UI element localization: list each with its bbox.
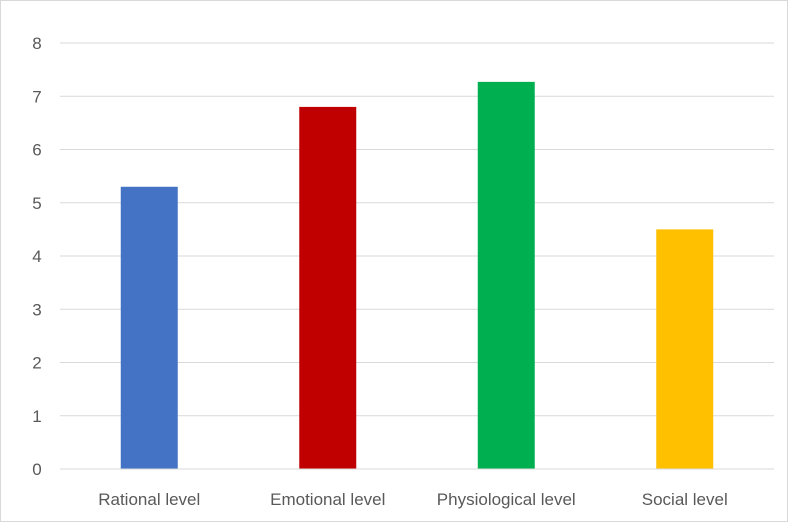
y-tick-label: 1 bbox=[32, 407, 41, 426]
bar-social-level bbox=[656, 229, 714, 469]
gridlines bbox=[60, 42, 774, 417]
bar-emotional-level bbox=[299, 106, 357, 470]
y-tick-label: 2 bbox=[32, 354, 41, 373]
y-tick-label: 3 bbox=[32, 300, 41, 319]
x-category-label: Social level bbox=[642, 490, 728, 509]
y-tick-label: 5 bbox=[32, 194, 41, 213]
bar-rational-level bbox=[120, 186, 178, 469]
x-category-label: Emotional level bbox=[270, 490, 385, 509]
x-category-label: Rational level bbox=[98, 490, 200, 509]
bars bbox=[120, 81, 714, 470]
bar-physiological-level bbox=[477, 81, 535, 469]
x-category-label: Physiological level bbox=[437, 490, 576, 509]
axes: 0 1 2 3 4 5 6 7 8 Rational level Emotional level Ph… bbox=[32, 34, 774, 509]
y-tick-label: 0 bbox=[32, 460, 41, 479]
y-tick-label: 7 bbox=[32, 87, 41, 106]
y-tick-label: 6 bbox=[32, 141, 41, 160]
y-tick-label: 8 bbox=[32, 34, 41, 53]
y-tick-label: 4 bbox=[32, 247, 41, 266]
